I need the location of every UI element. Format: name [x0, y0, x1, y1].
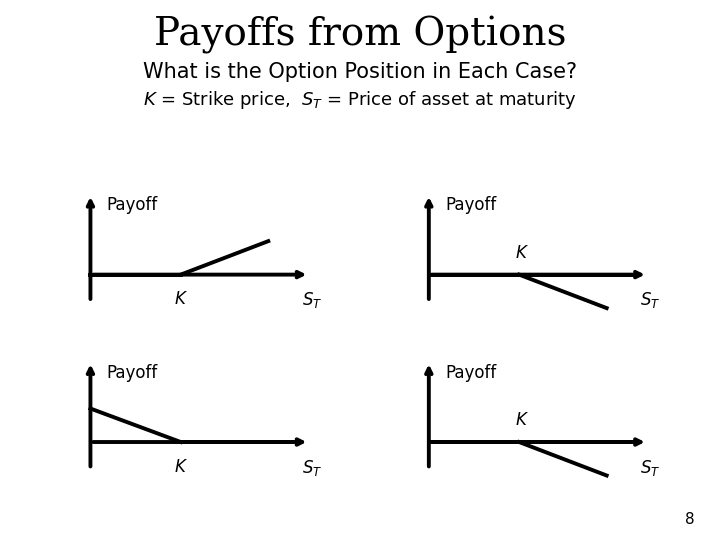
Text: $\mathit{K}$: $\mathit{K}$: [515, 411, 529, 429]
Text: $\mathit{K}$: $\mathit{K}$: [174, 458, 188, 476]
Text: $\mathit{K}$: $\mathit{K}$: [515, 244, 529, 262]
Text: $\mathit{K}$ = Strike price,  $\mathit{S_T}$ = Price of asset at maturity: $\mathit{K}$ = Strike price, $\mathit{S_…: [143, 89, 577, 111]
Text: 8: 8: [685, 511, 695, 526]
Text: $\mathit{S_T}$: $\mathit{S_T}$: [302, 458, 323, 478]
Text: $\mathit{S_T}$: $\mathit{S_T}$: [302, 291, 323, 310]
Text: Payoff: Payoff: [107, 363, 158, 382]
Text: Payoffs from Options: Payoffs from Options: [154, 16, 566, 54]
Text: Payoff: Payoff: [445, 196, 497, 214]
Text: $\mathit{S_T}$: $\mathit{S_T}$: [640, 458, 661, 478]
Text: What is the Option Position in Each Case?: What is the Option Position in Each Case…: [143, 62, 577, 82]
Text: Payoff: Payoff: [445, 363, 497, 382]
Text: $\mathit{K}$: $\mathit{K}$: [174, 291, 188, 308]
Text: $\mathit{S_T}$: $\mathit{S_T}$: [640, 291, 661, 310]
Text: Payoff: Payoff: [107, 196, 158, 214]
